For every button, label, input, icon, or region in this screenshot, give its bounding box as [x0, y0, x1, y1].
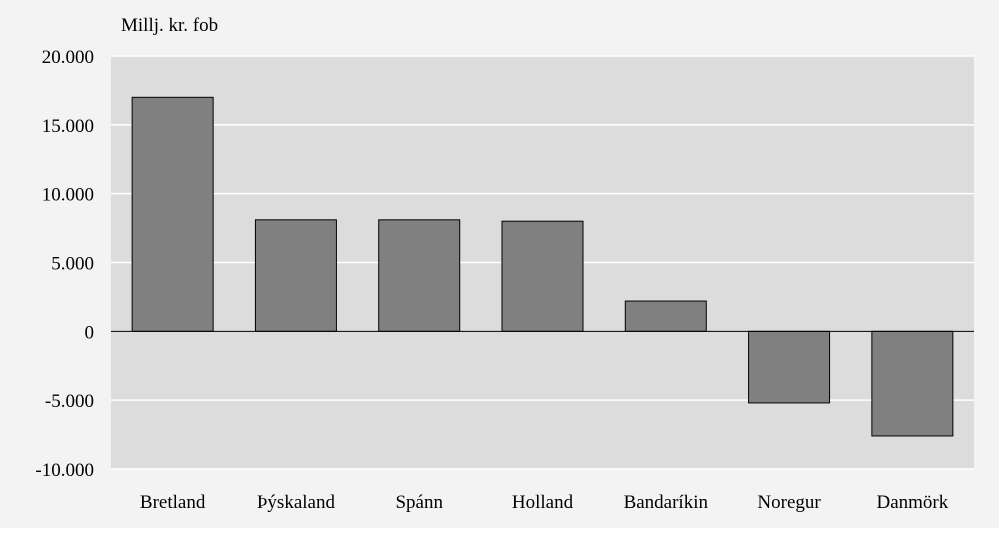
- y-tick-label: 10.000: [42, 185, 94, 206]
- x-tick-label: Þýskaland: [257, 492, 336, 513]
- y-tick-labels: 20.000 15.000 10.000 5.000 0 -5.000 -10.000: [35, 47, 94, 481]
- x-tick-label: Bandaríkin: [624, 492, 709, 513]
- bar: [748, 330, 831, 404]
- y-tick-label: 0: [85, 322, 95, 343]
- x-tick-labels: Bretland Þýskaland Spánn Holland Bandaríkin N…: [140, 492, 949, 513]
- y-tick-label: -5.000: [45, 391, 94, 412]
- x-tick-label: Danmörk: [876, 492, 948, 513]
- bar: [378, 219, 461, 332]
- bars: [131, 96, 954, 437]
- y-tick-label: 15.000: [42, 116, 94, 137]
- y-tick-label: -10.000: [35, 460, 94, 481]
- bar: [254, 219, 337, 332]
- x-tick-label: Holland: [512, 492, 574, 513]
- bar: [131, 96, 214, 332]
- bar: [871, 330, 954, 437]
- x-tick-label: Spánn: [395, 492, 443, 513]
- bar: [624, 300, 707, 332]
- x-tick-label: Bretland: [140, 492, 206, 513]
- bar: [501, 220, 584, 332]
- y-axis-title: Millj. kr. fob: [121, 15, 218, 36]
- y-tick-label: 20.000: [42, 47, 94, 68]
- y-tick-label: 5.000: [51, 254, 94, 275]
- x-tick-label: Noregur: [757, 492, 821, 513]
